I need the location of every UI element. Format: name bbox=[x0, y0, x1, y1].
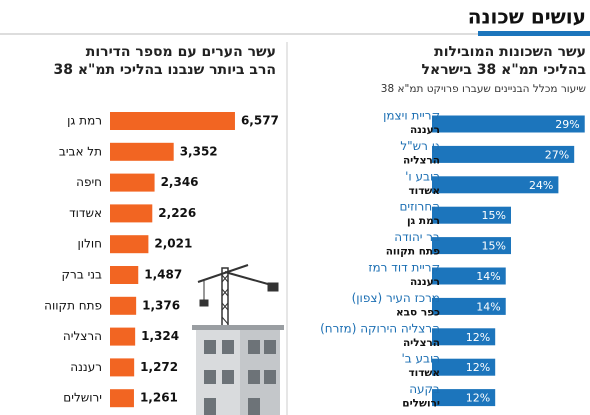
value-label: 3,352 bbox=[180, 144, 218, 158]
category-label: רמת גן bbox=[67, 114, 102, 128]
city-label: ירושלים bbox=[402, 398, 440, 410]
category-label: ירושלים bbox=[63, 391, 102, 405]
bar bbox=[110, 173, 155, 192]
chart-subtitle: שיעור מכלל הבניינים שעברו פרויקט תמ"א 38 bbox=[381, 83, 586, 95]
header-accent bbox=[478, 31, 590, 36]
value-label: 14% bbox=[476, 300, 500, 313]
value-label: 12% bbox=[466, 331, 490, 344]
category-label: קריית דוד רמז bbox=[368, 261, 440, 275]
bar bbox=[110, 266, 139, 284]
page-title: עושים שכונה bbox=[468, 5, 586, 29]
city-label: אשדוד bbox=[408, 367, 440, 379]
bar bbox=[110, 358, 135, 377]
value-label: 2,226 bbox=[158, 206, 196, 220]
bar bbox=[110, 235, 149, 254]
category-label: גן רש"ל bbox=[400, 139, 440, 153]
category-label: בני ברק bbox=[62, 268, 103, 282]
category-label: בקעה bbox=[409, 382, 440, 396]
city-label: כפר סבא bbox=[396, 306, 440, 318]
city-label: רעננה bbox=[410, 276, 440, 288]
category-label: רובע ב' bbox=[401, 352, 440, 366]
value-label: 15% bbox=[482, 209, 506, 222]
bar bbox=[432, 237, 511, 255]
city-label: רמת גן bbox=[407, 215, 440, 227]
category-label: חולון bbox=[78, 237, 102, 251]
category-label: רעננה bbox=[70, 360, 102, 374]
value-label: 29% bbox=[555, 118, 579, 131]
chart-title: הרב ביותר שנבנו בהליכי תמ"א 38 bbox=[53, 62, 276, 78]
value-label: 24% bbox=[529, 179, 553, 192]
category-label: החרוזים bbox=[399, 200, 440, 214]
value-label: 2,021 bbox=[154, 237, 192, 251]
city-label: הרצליה bbox=[403, 154, 440, 166]
bar bbox=[432, 328, 496, 346]
bar bbox=[432, 206, 511, 224]
category-label: מרכז העיר (צפון) bbox=[352, 291, 440, 305]
value-label: 27% bbox=[545, 148, 569, 161]
bar bbox=[432, 267, 506, 285]
category-label: קריית ויצמן bbox=[383, 109, 440, 123]
value-label: 6,577 bbox=[241, 114, 279, 128]
bar bbox=[110, 389, 134, 408]
bar bbox=[110, 204, 153, 223]
value-label: 2,346 bbox=[161, 175, 199, 189]
building bbox=[192, 325, 284, 415]
value-label: 12% bbox=[466, 392, 490, 405]
category-label: הרצליה הירוקה (מזרח) bbox=[320, 321, 440, 335]
city-label: רעננה bbox=[410, 124, 440, 136]
bar bbox=[110, 112, 235, 130]
category-label: בר יהודה bbox=[394, 230, 440, 244]
value-label: 15% bbox=[482, 240, 506, 253]
category-label: פתח תקווה bbox=[44, 298, 102, 312]
bar bbox=[432, 145, 575, 163]
value-label: 1,261 bbox=[140, 391, 178, 405]
city-label: אשדוד bbox=[408, 185, 440, 197]
value-label: 12% bbox=[466, 361, 490, 374]
value-label: 1,376 bbox=[142, 298, 180, 312]
value-label: 1,324 bbox=[141, 329, 179, 343]
value-label: 1,272 bbox=[140, 360, 178, 374]
city-label: פתח תקווה bbox=[386, 246, 440, 258]
bar bbox=[432, 176, 559, 194]
chart-title: עשר השכונות המובילות bbox=[434, 44, 586, 60]
category-label: רובע ו' bbox=[405, 169, 440, 183]
illustration bbox=[197, 264, 279, 329]
bar bbox=[432, 297, 506, 315]
bar bbox=[432, 115, 585, 133]
bar bbox=[432, 389, 496, 407]
city-label: הרצליה bbox=[403, 337, 440, 349]
bar bbox=[110, 327, 136, 346]
value-label: 14% bbox=[476, 270, 500, 283]
bar bbox=[432, 358, 496, 376]
category-label: תל אביב bbox=[59, 144, 102, 158]
category-label: הרצליה bbox=[63, 329, 102, 343]
category-label: אשדוד bbox=[69, 206, 102, 220]
chart-title: עשר הערים עם מספר הדירות bbox=[86, 44, 276, 60]
bar bbox=[110, 142, 174, 161]
category-label: חיפה bbox=[76, 175, 102, 189]
value-label: 1,487 bbox=[144, 268, 182, 282]
chart-title: בהליכי תמ"א 38 בישראל bbox=[422, 62, 586, 78]
bar bbox=[110, 296, 137, 315]
